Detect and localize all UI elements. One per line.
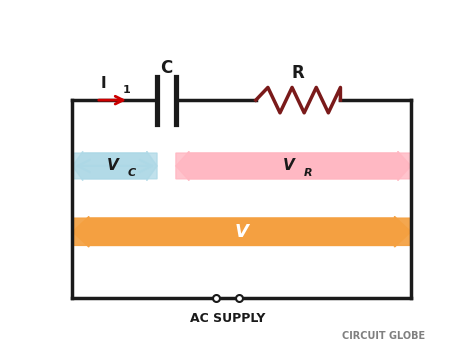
Text: R: R xyxy=(304,168,313,178)
Text: R: R xyxy=(292,64,304,82)
FancyArrow shape xyxy=(176,151,411,181)
FancyArrow shape xyxy=(176,151,411,181)
Text: C: C xyxy=(160,59,173,77)
FancyArrow shape xyxy=(73,217,411,247)
Text: I: I xyxy=(100,76,106,91)
FancyArrow shape xyxy=(73,151,157,181)
Text: C: C xyxy=(127,168,135,178)
Text: AC SUPPLY: AC SUPPLY xyxy=(190,312,265,325)
FancyArrow shape xyxy=(73,151,157,181)
Text: 1: 1 xyxy=(122,85,130,95)
FancyArrow shape xyxy=(73,217,411,247)
Text: V: V xyxy=(107,158,118,173)
Text: CIRCUIT GLOBE: CIRCUIT GLOBE xyxy=(342,331,425,341)
Text: V: V xyxy=(235,223,249,241)
Text: V: V xyxy=(283,158,295,173)
